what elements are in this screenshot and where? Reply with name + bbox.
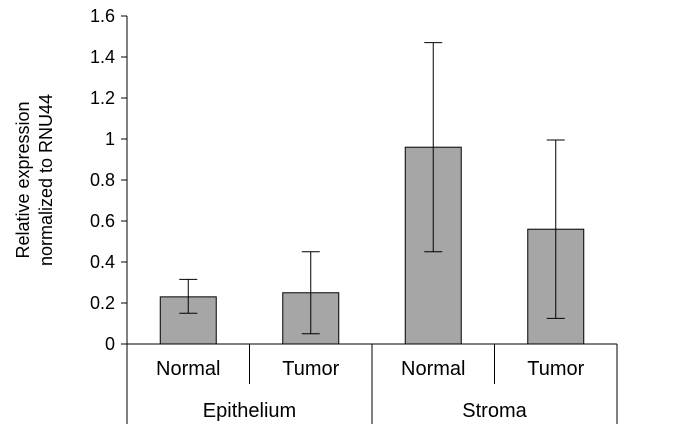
y-axis-title-line-1: Relative expression	[13, 101, 33, 258]
y-tick-label: 0.2	[90, 293, 115, 313]
y-axis-title-line-2: normalized to RNU44	[36, 94, 56, 266]
y-axis-title: Relative expression normalized to RNU44	[13, 94, 56, 266]
y-tick-label: 1	[105, 129, 115, 149]
x-category-label: Tumor	[282, 358, 339, 380]
x-group-label: Epithelium	[203, 400, 296, 422]
y-axis: 0 0.2 0.4 0.6 0.8 1 1.2 1.4 1.6	[90, 6, 128, 354]
x-category-label: Tumor	[527, 358, 584, 380]
x-category-label: Normal	[401, 358, 465, 380]
y-tick-label: 1.2	[90, 88, 115, 108]
y-tick-label: 1.4	[90, 47, 115, 67]
x-category-label: Normal	[156, 358, 220, 380]
y-tick-label: 0.4	[90, 252, 115, 272]
y-tick-label: 1.6	[90, 6, 115, 26]
y-tick-label: 0	[105, 334, 115, 354]
x-axis: Normal Tumor Normal Tumor Epithelium Stroma	[126, 343, 618, 424]
y-tick-label: 0.6	[90, 211, 115, 231]
y-tick-label: 0.8	[90, 170, 115, 190]
bars	[159, 42, 585, 345]
x-group-label: Stroma	[462, 400, 527, 422]
